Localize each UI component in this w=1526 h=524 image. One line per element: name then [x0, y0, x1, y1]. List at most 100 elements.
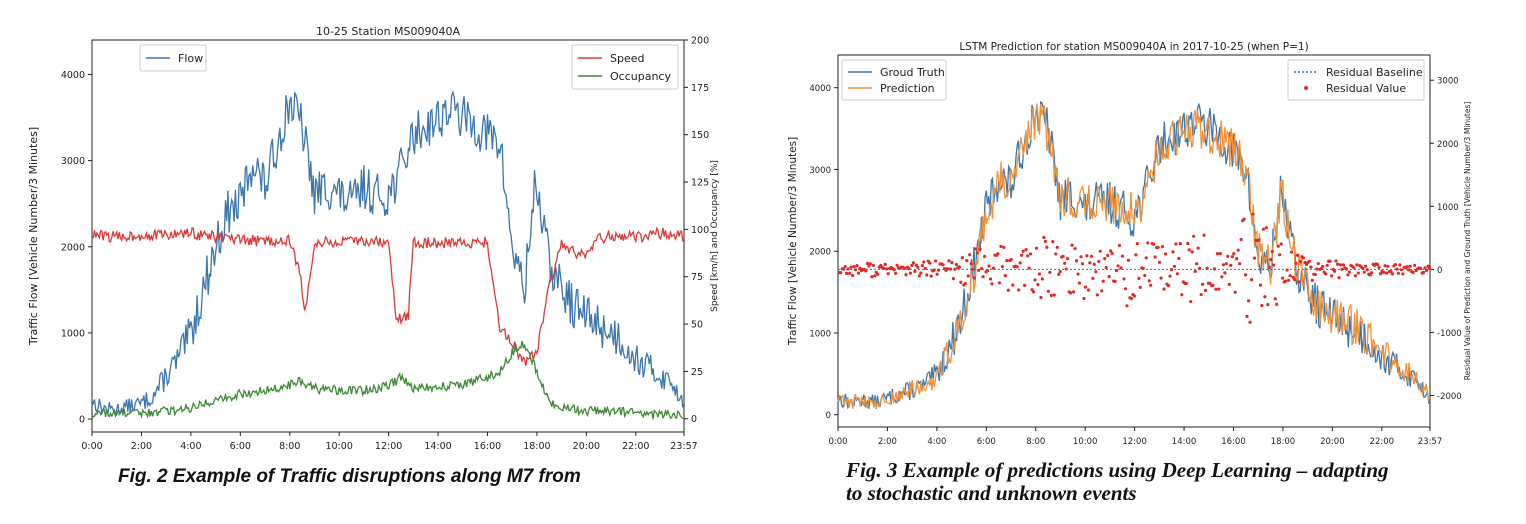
figure-caption-right-line2: to stochastic and unknown events: [846, 481, 1137, 505]
residual-point: [1178, 241, 1182, 246]
residual-point: [1297, 280, 1301, 284]
y-tick-label: 0: [79, 415, 85, 426]
residual-point: [1413, 263, 1417, 267]
x-tick-label: 16:00: [1221, 437, 1246, 447]
residual-point: [1285, 268, 1289, 272]
residual-point: [925, 273, 929, 277]
residual-point: [849, 265, 853, 269]
residual-point: [996, 252, 1000, 256]
residual-point: [1193, 269, 1197, 274]
legend-label: Groud Truth: [880, 66, 945, 79]
residual-point: [923, 266, 927, 270]
residual-point: [1116, 264, 1120, 268]
residual-point: [1269, 258, 1273, 262]
residual-point: [997, 281, 1002, 285]
residual-point: [919, 271, 923, 275]
residual-point: [945, 267, 950, 271]
residual-point: [852, 264, 856, 269]
residual-point: [1180, 293, 1184, 297]
residual-point: [1058, 270, 1062, 274]
residual-point: [1246, 299, 1251, 303]
residual-point: [895, 263, 899, 267]
residual-point: [1232, 252, 1236, 256]
x-tick-label: 2:00: [878, 437, 897, 447]
residual-point: [842, 267, 846, 271]
residual-point: [1021, 249, 1025, 253]
residual-point: [1055, 245, 1059, 249]
residual-point: [1003, 273, 1007, 278]
residual-point: [1091, 276, 1095, 280]
residual-point: [1217, 287, 1221, 291]
residual-point: [1249, 278, 1254, 282]
residual-point: [1423, 266, 1427, 270]
residual-point: [1248, 320, 1252, 324]
residual-point: [1192, 234, 1196, 238]
residual-point: [1086, 288, 1090, 292]
residual-point: [1171, 250, 1175, 254]
residual-point: [845, 271, 849, 276]
legend-label: Flow: [178, 52, 203, 65]
residual-point: [1235, 257, 1239, 261]
residual-point: [1238, 262, 1242, 266]
residual-point: [1334, 259, 1338, 263]
x-tick-label: 16:00: [474, 441, 501, 452]
residual-point: [843, 265, 847, 269]
figure-caption-left: Fig. 2 Example of Traffic disruptions al…: [118, 466, 581, 487]
residual-point: [1284, 279, 1288, 283]
residual-point: [1212, 267, 1217, 271]
residual-point: [1347, 270, 1352, 274]
residual-point: [1218, 251, 1222, 256]
y2-tick-label: 0: [691, 414, 697, 425]
residual-point: [1079, 255, 1083, 259]
residual-point: [1006, 288, 1010, 292]
residual-point: [985, 269, 990, 273]
residual-point: [1092, 262, 1096, 266]
residual-point: [1172, 264, 1177, 269]
residual-point: [848, 271, 852, 275]
x-tick-label: 4:00: [927, 437, 946, 447]
residual-point: [1034, 246, 1039, 250]
residual-point: [1166, 284, 1171, 288]
residual-point: [1275, 302, 1279, 307]
residual-point: [1266, 303, 1270, 307]
x-tick-label: 22:00: [1370, 437, 1395, 447]
residual-point: [1114, 268, 1119, 273]
residual-point: [1149, 283, 1153, 287]
residual-point: [977, 268, 981, 273]
residual-point: [871, 263, 875, 267]
legend-right-box: [1287, 59, 1425, 101]
residual-point: [972, 276, 976, 280]
residual-point: [1109, 249, 1113, 253]
residual-point: [1220, 275, 1224, 279]
residual-point: [1384, 271, 1389, 275]
residual-point: [1177, 256, 1181, 261]
residual-point: [1028, 252, 1033, 256]
residual-point: [1046, 289, 1050, 293]
residual-point: [850, 273, 855, 278]
y-tick-label: 2000: [809, 248, 831, 258]
residual-point: [892, 268, 896, 272]
residual-point: [882, 266, 886, 270]
residual-point: [974, 247, 978, 251]
residual-point: [1230, 255, 1234, 259]
residual-point: [1288, 274, 1292, 278]
residual-point: [1027, 266, 1031, 270]
residual-point: [1156, 245, 1160, 249]
y2-axis-label: Residual Value of Prediction and Ground …: [1463, 102, 1472, 381]
x-tick-label: 0:00: [828, 437, 847, 447]
residual-point: [1338, 263, 1343, 267]
residual-point: [1332, 269, 1337, 273]
residual-point: [932, 268, 936, 272]
residual-point: [1196, 246, 1200, 250]
residual-point: [1169, 267, 1174, 272]
x-tick-label: 6:00: [977, 437, 996, 447]
x-tick-label: 6:00: [230, 441, 251, 452]
residual-point: [1279, 242, 1283, 246]
residual-point: [1289, 250, 1294, 254]
residual-point: [941, 263, 945, 267]
residual-point: [855, 263, 859, 268]
x-tick-label: 2:00: [131, 441, 152, 452]
residual-point: [1134, 253, 1138, 257]
residual-point: [965, 258, 969, 263]
residual-point: [1107, 275, 1111, 279]
